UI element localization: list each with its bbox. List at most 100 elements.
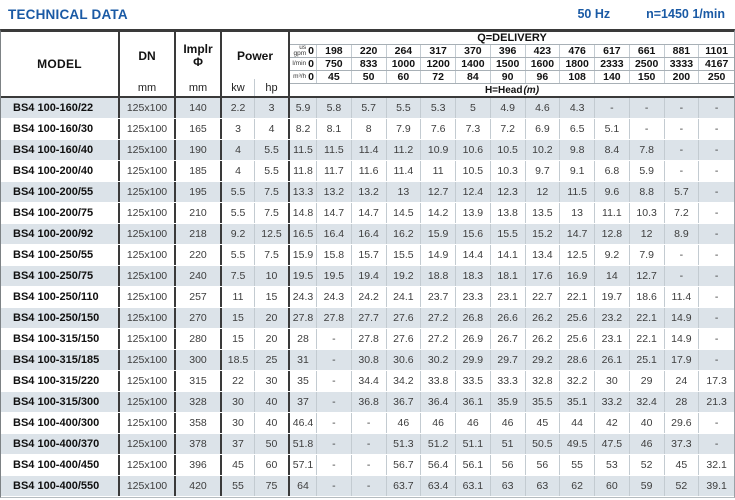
head-value-cell: 5.8 bbox=[317, 98, 352, 118]
power-hp-cell: 15 bbox=[255, 287, 290, 307]
head-value-cell: 63.7 bbox=[387, 476, 422, 496]
table-row: BS4 100-160/22 125x100 140 2.2 3 5.9 5.8 5.7 5.5… bbox=[1, 98, 734, 119]
head-value-cell: 27.6 bbox=[387, 308, 422, 328]
head-value-cell: 27.2 bbox=[421, 329, 456, 349]
flow-value: 423 bbox=[526, 45, 561, 57]
dn-cell: 125x100 bbox=[120, 413, 176, 433]
dn-cell: 125x100 bbox=[120, 224, 176, 244]
head-value-cell: - bbox=[317, 434, 352, 454]
head-value-cell: 64 bbox=[290, 476, 317, 496]
flow-value: 1600 bbox=[526, 58, 561, 70]
head-value-cell: 22.1 bbox=[630, 308, 665, 328]
head-value-cell: 24.3 bbox=[317, 287, 352, 307]
head-value-cell: 12.4 bbox=[456, 182, 491, 202]
head-value-cell: 11.4 bbox=[352, 140, 387, 160]
implr-unit: mm bbox=[188, 81, 208, 94]
head-value-cell: 35.9 bbox=[491, 392, 526, 412]
flow-unit-cell: m³/h 0 bbox=[290, 71, 317, 83]
head-value-cell: - bbox=[317, 392, 352, 412]
head-value-cell: - bbox=[317, 350, 352, 370]
head-value-cell: 35 bbox=[290, 371, 317, 391]
implr-cell: 240 bbox=[176, 266, 222, 286]
flow-value: 4167 bbox=[704, 58, 729, 70]
flow-zero-value: 0 bbox=[308, 45, 314, 57]
head-value-cell: 57.1 bbox=[290, 455, 317, 475]
head-value-cell: - bbox=[714, 123, 719, 135]
head-value-cell: 49.5 bbox=[560, 434, 595, 454]
table-header: MODEL DN mm Implr Φ mm Power kw hp bbox=[1, 32, 734, 98]
flow-zero-value: 0 bbox=[308, 71, 314, 83]
power-kw-cell: 11 bbox=[222, 287, 255, 307]
table-row: BS4 100-250/75 125x100 240 7.5 10 19.5 19.5 19.… bbox=[1, 266, 734, 287]
head-value-cell: 37.3 bbox=[665, 434, 700, 454]
head-value-cell: - bbox=[665, 245, 700, 265]
model-cell: BS4 100-250/110 bbox=[1, 287, 120, 307]
power-label: Power bbox=[236, 48, 273, 63]
power-kw-cell: 5.5 bbox=[222, 182, 255, 202]
implr-cell: 280 bbox=[176, 329, 222, 349]
head-value-cell: 10.3 bbox=[630, 203, 665, 223]
model-cell: BS4 100-160/30 bbox=[1, 119, 120, 139]
table-row: BS4 100-200/40 125x100 185 4 5.5 11.8 11.7 11.6… bbox=[1, 161, 734, 182]
model-cell: BS4 100-400/370 bbox=[1, 434, 120, 454]
flow-value: 881 bbox=[665, 45, 700, 57]
model-cell: BS4 100-160/40 bbox=[1, 140, 120, 160]
dn-unit: mm bbox=[137, 81, 157, 94]
power-kw-cell: 22 bbox=[222, 371, 255, 391]
head-value-cell: 29.7 bbox=[491, 350, 526, 370]
head-value-cell: - bbox=[665, 140, 700, 160]
head-value-cell: 14.9 bbox=[421, 245, 456, 265]
head-value-cell: 30.2 bbox=[421, 350, 456, 370]
power-kw-cell: 18.5 bbox=[222, 350, 255, 370]
power-kw-cell: 45 bbox=[222, 455, 255, 475]
head-value-cell: 17.6 bbox=[526, 266, 561, 286]
power-kw-cell: 9.2 bbox=[222, 224, 255, 244]
head-value-cell: 29.9 bbox=[456, 350, 491, 370]
head-value-cell: 22.7 bbox=[526, 287, 561, 307]
dn-cell: 125x100 bbox=[120, 161, 176, 181]
power-kw-cell: 7.5 bbox=[222, 266, 255, 286]
head-label: H=Head bbox=[484, 84, 523, 96]
dn-cell: 125x100 bbox=[120, 119, 176, 139]
table-row: BS4 100-400/370 125x100 378 37 50 51.8- -51.3 5… bbox=[1, 434, 734, 455]
flow-value: 476 bbox=[560, 45, 595, 57]
head-value-cell: 5.3 bbox=[421, 98, 456, 118]
head-value-cell: 27.7 bbox=[352, 308, 387, 328]
head-value-cell: 11.4 bbox=[387, 161, 422, 181]
head-value-cell: 13 bbox=[387, 182, 422, 202]
dn-cell: 125x100 bbox=[120, 392, 176, 412]
dn-cell: 125x100 bbox=[120, 434, 176, 454]
model-cell: BS4 100-400/300 bbox=[1, 413, 120, 433]
model-column-header: MODEL bbox=[1, 32, 120, 96]
power-hp-cell: 4 bbox=[255, 119, 290, 139]
head-value-cell: 4.6 bbox=[526, 98, 561, 118]
head-value-cell: 16.4 bbox=[317, 224, 352, 244]
head-value-cell: 53 bbox=[595, 455, 630, 475]
head-value-cell: 14.5 bbox=[387, 203, 422, 223]
delivery-header-area: Q=DELIVERY us gpm 0 198 220 264 317 370 396 423 47… bbox=[290, 32, 734, 96]
head-value-cell: 10.6 bbox=[456, 140, 491, 160]
head-value-cell: 63.1 bbox=[456, 476, 491, 496]
head-value-cell: 40 bbox=[630, 413, 665, 433]
head-value-cell: 8.9 bbox=[665, 224, 700, 244]
flow-value: 220 bbox=[352, 45, 387, 57]
head-value-cell: 32.1 bbox=[706, 459, 727, 471]
power-kw-cell: 15 bbox=[222, 329, 255, 349]
head-value-cell: - bbox=[665, 119, 700, 139]
head-value-cell: 25.6 bbox=[560, 308, 595, 328]
head-value-cell: 51.1 bbox=[456, 434, 491, 454]
implr-text: Implr bbox=[183, 41, 213, 56]
head-value-cell: 9.1 bbox=[560, 161, 595, 181]
model-cell: BS4 100-315/150 bbox=[1, 329, 120, 349]
head-value-cell: 14.2 bbox=[421, 203, 456, 223]
power-hp-cell: 20 bbox=[255, 329, 290, 349]
dn-cell: 125x100 bbox=[120, 245, 176, 265]
head-value-cell: 12.7 bbox=[421, 182, 456, 202]
head-value-cell: 52 bbox=[665, 476, 700, 496]
head-value-cell: 15.5 bbox=[387, 245, 422, 265]
flow-unit-label: us gpm bbox=[293, 44, 307, 57]
head-value-cell: 21.3 bbox=[706, 396, 727, 408]
head-value-cell: 14.9 bbox=[665, 329, 700, 349]
table-row: BS4 100-400/450 125x100 396 45 60 57.1- -56.7 5… bbox=[1, 455, 734, 476]
head-value-cell: 24.1 bbox=[387, 287, 422, 307]
